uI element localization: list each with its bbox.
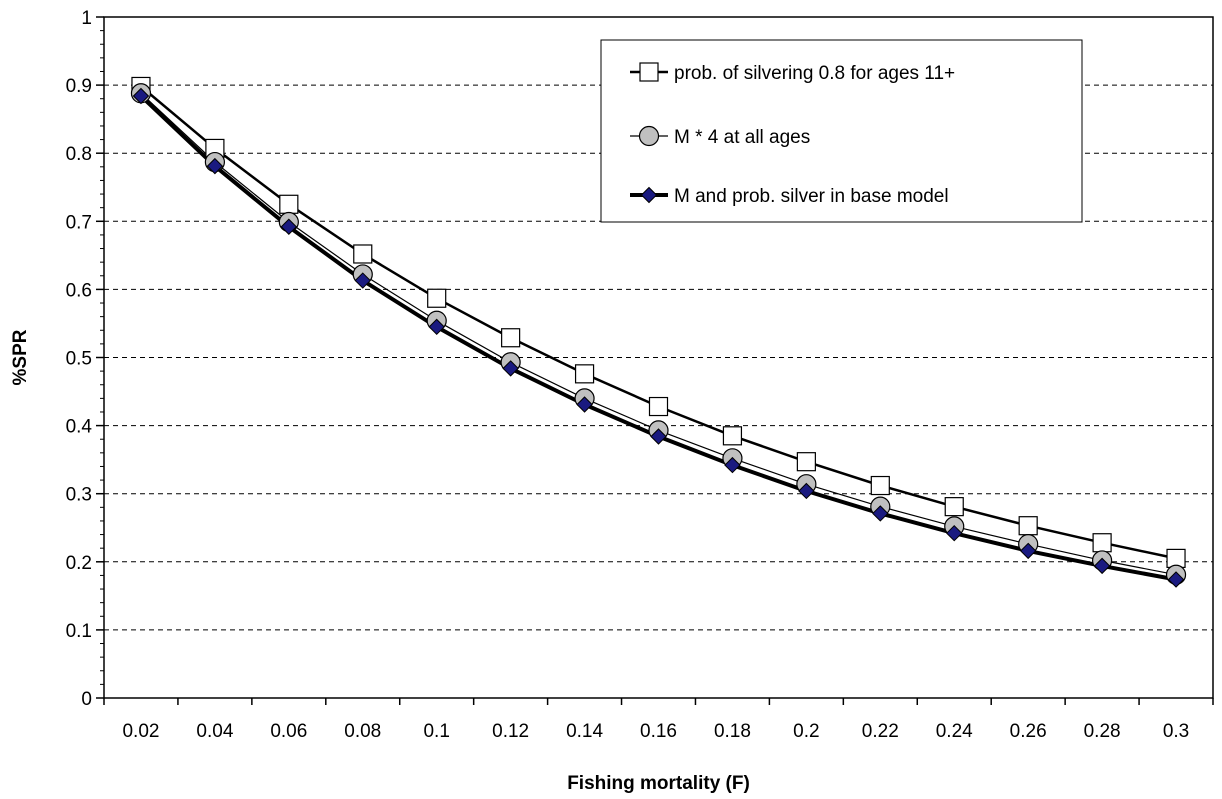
series-1-point	[1018, 516, 1038, 536]
x-axis-title: Fishing mortality (F)	[567, 773, 750, 794]
series-1-point	[574, 364, 595, 384]
y-axis-title: %SPR	[10, 329, 31, 385]
series-1-point	[427, 288, 447, 308]
x-tick-label: 0.24	[936, 721, 973, 742]
series-3-point	[576, 396, 593, 413]
y-tick-label: 0.9	[66, 76, 92, 97]
series-1-point	[353, 244, 373, 264]
x-tick-label: 0.1	[423, 721, 449, 742]
series-1-point	[648, 396, 669, 417]
x-tick-label: 0.28	[1084, 721, 1121, 742]
y-tick-label: 0.1	[66, 621, 92, 642]
legend: prob. of silvering 0.8 for ages 11+ M * 4…	[600, 39, 1083, 223]
series-1-point	[722, 426, 743, 446]
y-tick-label: 1	[81, 8, 92, 29]
y-tick-label: 0.2	[66, 553, 92, 574]
series-3-point	[946, 524, 963, 542]
series-3-point	[798, 482, 815, 500]
legend-label-3: M and prob. silver in base model	[674, 186, 949, 207]
series-3-point	[280, 218, 298, 235]
x-tick-label: 0.3	[1163, 721, 1189, 742]
series-3-point	[1167, 571, 1185, 588]
x-tick-label: 0.02	[122, 721, 159, 742]
series-1-point	[796, 452, 816, 472]
y-tick-label: 0.7	[66, 212, 92, 233]
x-tick-label: 0.08	[344, 721, 381, 742]
series-3-point	[1093, 557, 1111, 575]
plot-frame	[103, 16, 1214, 699]
x-tick-label: 0.14	[566, 721, 603, 742]
series-1-point	[870, 475, 890, 496]
series-markers	[130, 76, 1187, 588]
legend-label-2: M * 4 at all ages	[674, 127, 810, 148]
x-tick-label: 0.06	[270, 721, 307, 742]
x-tick-label: 0.18	[714, 721, 751, 742]
x-tick-label: 0.2	[793, 721, 819, 742]
series-1-point	[944, 497, 964, 517]
legend-marker-1	[639, 62, 659, 82]
series-3-point	[1019, 542, 1037, 560]
y-tick-label: 0.5	[66, 349, 92, 370]
series-1-point	[1092, 533, 1112, 553]
x-tick-label: 0.26	[1010, 721, 1047, 742]
legend-box	[600, 39, 1083, 223]
series-3-point	[650, 428, 667, 445]
series-1-point	[501, 328, 521, 348]
x-tick-label: 0.16	[640, 721, 677, 742]
series-3-point	[206, 157, 224, 175]
y-tick-label: 0	[81, 689, 92, 710]
legend-marker-3	[640, 186, 658, 204]
series-3-point	[354, 272, 371, 289]
x-tick-label: 0.12	[492, 721, 529, 742]
legend-label-1: prob. of silvering 0.8 for ages 11+	[674, 63, 955, 84]
series-3-point	[132, 87, 150, 105]
legend-marker-2	[638, 125, 660, 147]
axes: 0 0.1 0.2 0.3 0.4 0.5 0.6 0.7 0.8 0.9 1 0.02 0.04 0.0…	[66, 8, 1214, 742]
series-3-point	[428, 318, 445, 336]
series-3-point	[724, 456, 741, 474]
x-tick-label: 0.04	[196, 721, 233, 742]
y-tick-label: 0.8	[66, 144, 92, 165]
x-tick-label: 0.22	[862, 721, 899, 742]
y-tick-label: 0.4	[66, 417, 93, 438]
series-1-point	[279, 194, 299, 214]
series-3-point	[502, 360, 519, 377]
series-3-point	[872, 505, 889, 522]
y-tick-label: 0.6	[66, 280, 92, 301]
y-tick-label: 0.3	[66, 485, 92, 506]
